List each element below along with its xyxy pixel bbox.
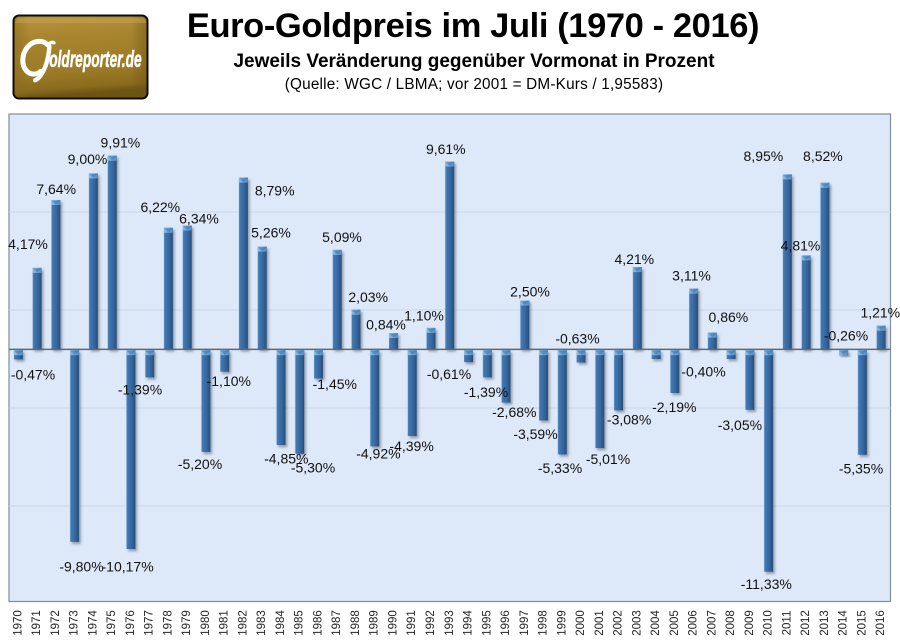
svg-text:1997: 1997 bbox=[519, 610, 531, 636]
svg-text:1986: 1986 bbox=[313, 610, 325, 636]
svg-text:-0,61%: -0,61% bbox=[427, 366, 471, 382]
svg-text:-4,85%: -4,85% bbox=[264, 451, 308, 467]
svg-text:1975: 1975 bbox=[106, 610, 118, 636]
svg-text:2013: 2013 bbox=[819, 610, 831, 636]
svg-text:-0,40%: -0,40% bbox=[681, 363, 725, 379]
svg-text:2000: 2000 bbox=[575, 610, 587, 636]
svg-text:4,81%: 4,81% bbox=[781, 237, 821, 253]
svg-text:-0,26%: -0,26% bbox=[824, 327, 868, 343]
svg-text:1,10%: 1,10% bbox=[404, 307, 444, 323]
svg-text:2011: 2011 bbox=[781, 611, 793, 636]
svg-text:6,22%: 6,22% bbox=[140, 199, 180, 215]
svg-text:2010: 2010 bbox=[763, 610, 775, 636]
svg-text:1994: 1994 bbox=[463, 610, 475, 636]
svg-text:-5,01%: -5,01% bbox=[586, 451, 630, 467]
svg-text:2014: 2014 bbox=[838, 610, 850, 636]
svg-text:1983: 1983 bbox=[256, 610, 268, 636]
svg-text:-4,92%: -4,92% bbox=[356, 446, 400, 462]
svg-text:1978: 1978 bbox=[162, 610, 174, 636]
svg-text:0,86%: 0,86% bbox=[709, 309, 749, 325]
svg-text:1980: 1980 bbox=[200, 610, 212, 636]
svg-text:-1,10%: -1,10% bbox=[207, 373, 251, 389]
svg-text:2016: 2016 bbox=[875, 610, 887, 636]
svg-text:oldreporter.de: oldreporter.de bbox=[49, 46, 142, 72]
svg-text:1991: 1991 bbox=[406, 610, 418, 636]
svg-text:2004: 2004 bbox=[650, 610, 662, 636]
svg-text:8,79%: 8,79% bbox=[255, 183, 295, 199]
svg-text:1976: 1976 bbox=[125, 610, 137, 636]
svg-text:-3,08%: -3,08% bbox=[607, 412, 651, 428]
svg-text:2001: 2001 bbox=[594, 610, 606, 636]
svg-text:2003: 2003 bbox=[631, 610, 643, 636]
svg-text:-9,80%: -9,80% bbox=[59, 559, 103, 575]
svg-text:1972: 1972 bbox=[50, 610, 62, 636]
svg-text:-2,19%: -2,19% bbox=[652, 399, 696, 415]
svg-text:1977: 1977 bbox=[144, 610, 156, 636]
svg-text:1988: 1988 bbox=[350, 610, 362, 636]
svg-text:1998: 1998 bbox=[538, 610, 550, 636]
svg-text:4,17%: 4,17% bbox=[8, 236, 48, 252]
svg-text:2,50%: 2,50% bbox=[510, 283, 550, 299]
svg-text:5,09%: 5,09% bbox=[322, 229, 362, 245]
svg-text:1995: 1995 bbox=[481, 610, 493, 636]
svg-text:2009: 2009 bbox=[744, 610, 756, 636]
svg-text:1973: 1973 bbox=[69, 610, 81, 636]
svg-text:-4,39%: -4,39% bbox=[389, 438, 433, 454]
svg-text:1970: 1970 bbox=[12, 610, 24, 636]
svg-text:8,95%: 8,95% bbox=[744, 148, 784, 164]
svg-text:2012: 2012 bbox=[800, 610, 812, 636]
svg-text:1999: 1999 bbox=[556, 610, 568, 636]
svg-text:-0,47%: -0,47% bbox=[11, 367, 55, 383]
svg-text:2015: 2015 bbox=[856, 610, 868, 636]
svg-text:1985: 1985 bbox=[294, 610, 306, 636]
svg-text:2,03%: 2,03% bbox=[348, 289, 388, 305]
svg-text:1989: 1989 bbox=[369, 610, 381, 636]
svg-text:-5,30%: -5,30% bbox=[291, 459, 335, 475]
svg-text:1982: 1982 bbox=[237, 610, 249, 636]
svg-text:-0,63%: -0,63% bbox=[555, 331, 599, 347]
svg-text:6,34%: 6,34% bbox=[179, 211, 219, 227]
svg-text:1,21%: 1,21% bbox=[860, 305, 900, 321]
svg-text:7,64%: 7,64% bbox=[36, 181, 76, 197]
svg-text:1996: 1996 bbox=[500, 610, 512, 636]
svg-text:1984: 1984 bbox=[275, 610, 287, 636]
svg-text:2002: 2002 bbox=[613, 610, 625, 636]
svg-text:-11,33%: -11,33% bbox=[741, 576, 792, 592]
svg-text:9,91%: 9,91% bbox=[101, 135, 141, 151]
svg-text:0,84%: 0,84% bbox=[366, 317, 406, 333]
svg-text:1981: 1981 bbox=[219, 610, 231, 636]
svg-text:-2,68%: -2,68% bbox=[492, 404, 536, 420]
svg-text:-10,17%: -10,17% bbox=[102, 559, 154, 575]
svg-text:-3,05%: -3,05% bbox=[718, 417, 762, 433]
svg-text:-5,33%: -5,33% bbox=[538, 460, 582, 476]
svg-text:5,26%: 5,26% bbox=[251, 225, 291, 241]
svg-text:1990: 1990 bbox=[388, 610, 400, 636]
svg-text:1987: 1987 bbox=[331, 610, 343, 636]
svg-text:2006: 2006 bbox=[688, 610, 700, 636]
svg-text:4,21%: 4,21% bbox=[614, 251, 654, 267]
svg-text:1971: 1971 bbox=[31, 610, 43, 636]
svg-text:2008: 2008 bbox=[725, 610, 737, 636]
svg-text:-1,45%: -1,45% bbox=[313, 376, 357, 392]
svg-text:1974: 1974 bbox=[87, 610, 99, 636]
svg-text:1979: 1979 bbox=[181, 610, 193, 636]
svg-text:9,00%: 9,00% bbox=[68, 151, 108, 167]
svg-text:-1,39%: -1,39% bbox=[464, 384, 508, 400]
svg-text:2007: 2007 bbox=[706, 610, 718, 636]
svg-text:1993: 1993 bbox=[444, 610, 456, 636]
svg-text:9,61%: 9,61% bbox=[426, 141, 466, 157]
svg-text:1992: 1992 bbox=[425, 610, 437, 636]
svg-text:8,52%: 8,52% bbox=[803, 148, 843, 164]
svg-text:3,11%: 3,11% bbox=[672, 267, 711, 283]
svg-text:-3,59%: -3,59% bbox=[513, 426, 557, 442]
svg-text:-1,39%: -1,39% bbox=[118, 382, 162, 398]
svg-text:-5,35%: -5,35% bbox=[839, 461, 883, 477]
svg-text:2005: 2005 bbox=[669, 610, 681, 636]
svg-text:-5,20%: -5,20% bbox=[178, 456, 222, 472]
